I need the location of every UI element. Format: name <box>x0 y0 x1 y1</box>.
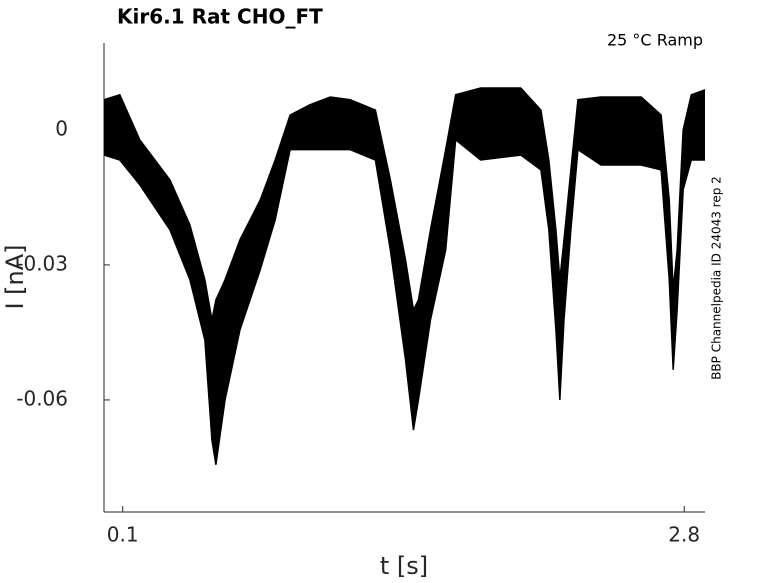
band-fill <box>104 88 705 465</box>
x-tick-label: 0.1 <box>107 523 139 547</box>
x-tick-label: 2.8 <box>668 523 700 547</box>
y-tick-label: -0.03 <box>16 251 68 275</box>
annotation: BBP Channelpedia ID 24043 rep 2 <box>710 176 724 380</box>
y-tick-label: 0 <box>55 116 68 140</box>
y-tick-label: -0.06 <box>16 386 68 410</box>
trace-envelope <box>103 87 706 320</box>
trace-envelope <box>103 138 705 465</box>
chart-subtitle: 25 °C Ramp <box>607 31 703 50</box>
y-axis-label: I [nA] <box>1 244 29 309</box>
x-axis-label: t [s] <box>380 552 428 580</box>
chart-title: Kir6.1 Rat CHO_FT <box>117 5 323 29</box>
